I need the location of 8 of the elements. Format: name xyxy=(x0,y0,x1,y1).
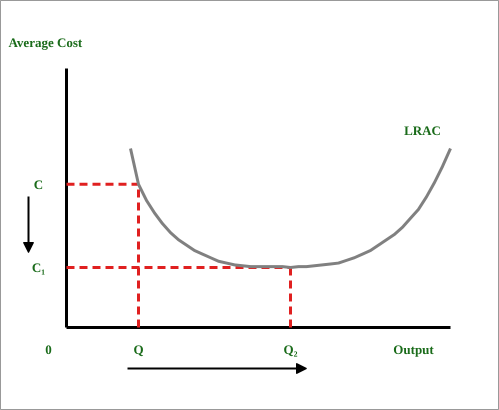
ref-line-label: C xyxy=(34,176,44,192)
x-tick-label: Q₂ xyxy=(283,342,298,357)
x-axis-title: Output xyxy=(393,342,434,357)
series-label: LRAC xyxy=(404,123,441,138)
x-tick-label: Q xyxy=(133,342,144,357)
text: Average Cost xyxy=(8,35,83,50)
ref-line-label: C₁ xyxy=(32,260,46,276)
text: 0 xyxy=(45,342,52,357)
